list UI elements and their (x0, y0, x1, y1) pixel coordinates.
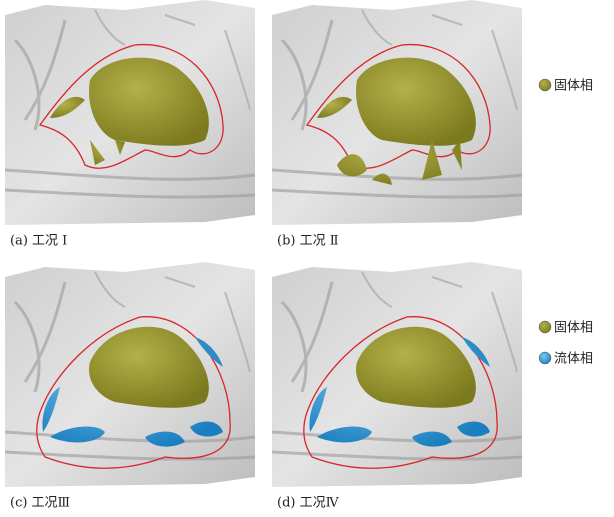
caption: (c) 工况Ⅲ (10, 496, 70, 511)
panel-c (5, 262, 255, 487)
caption: (b) 工况 Ⅱ (277, 234, 339, 249)
panel-a (5, 0, 255, 225)
panel-b (272, 0, 522, 225)
legend-swatch (539, 352, 551, 364)
legend-label: 固体相 (554, 321, 593, 336)
legend-swatch (539, 321, 551, 333)
page: (a) 工况 Ⅰ (b) 工况 Ⅱ (c) 工况Ⅲ (d) 工况Ⅳ 固体相 固体… (0, 0, 614, 517)
caption: (a) 工况 Ⅰ (10, 234, 67, 249)
caption: (d) 工况Ⅳ (277, 496, 340, 511)
legend-swatch (539, 79, 551, 91)
panel-d (272, 262, 522, 487)
legend-label: 流体相 (554, 352, 593, 367)
figure: (a) 工况 Ⅰ (b) 工况 Ⅱ (c) 工况Ⅲ (d) 工况Ⅳ 固体相 固体… (0, 0, 614, 517)
legend-label: 固体相 (554, 79, 593, 94)
